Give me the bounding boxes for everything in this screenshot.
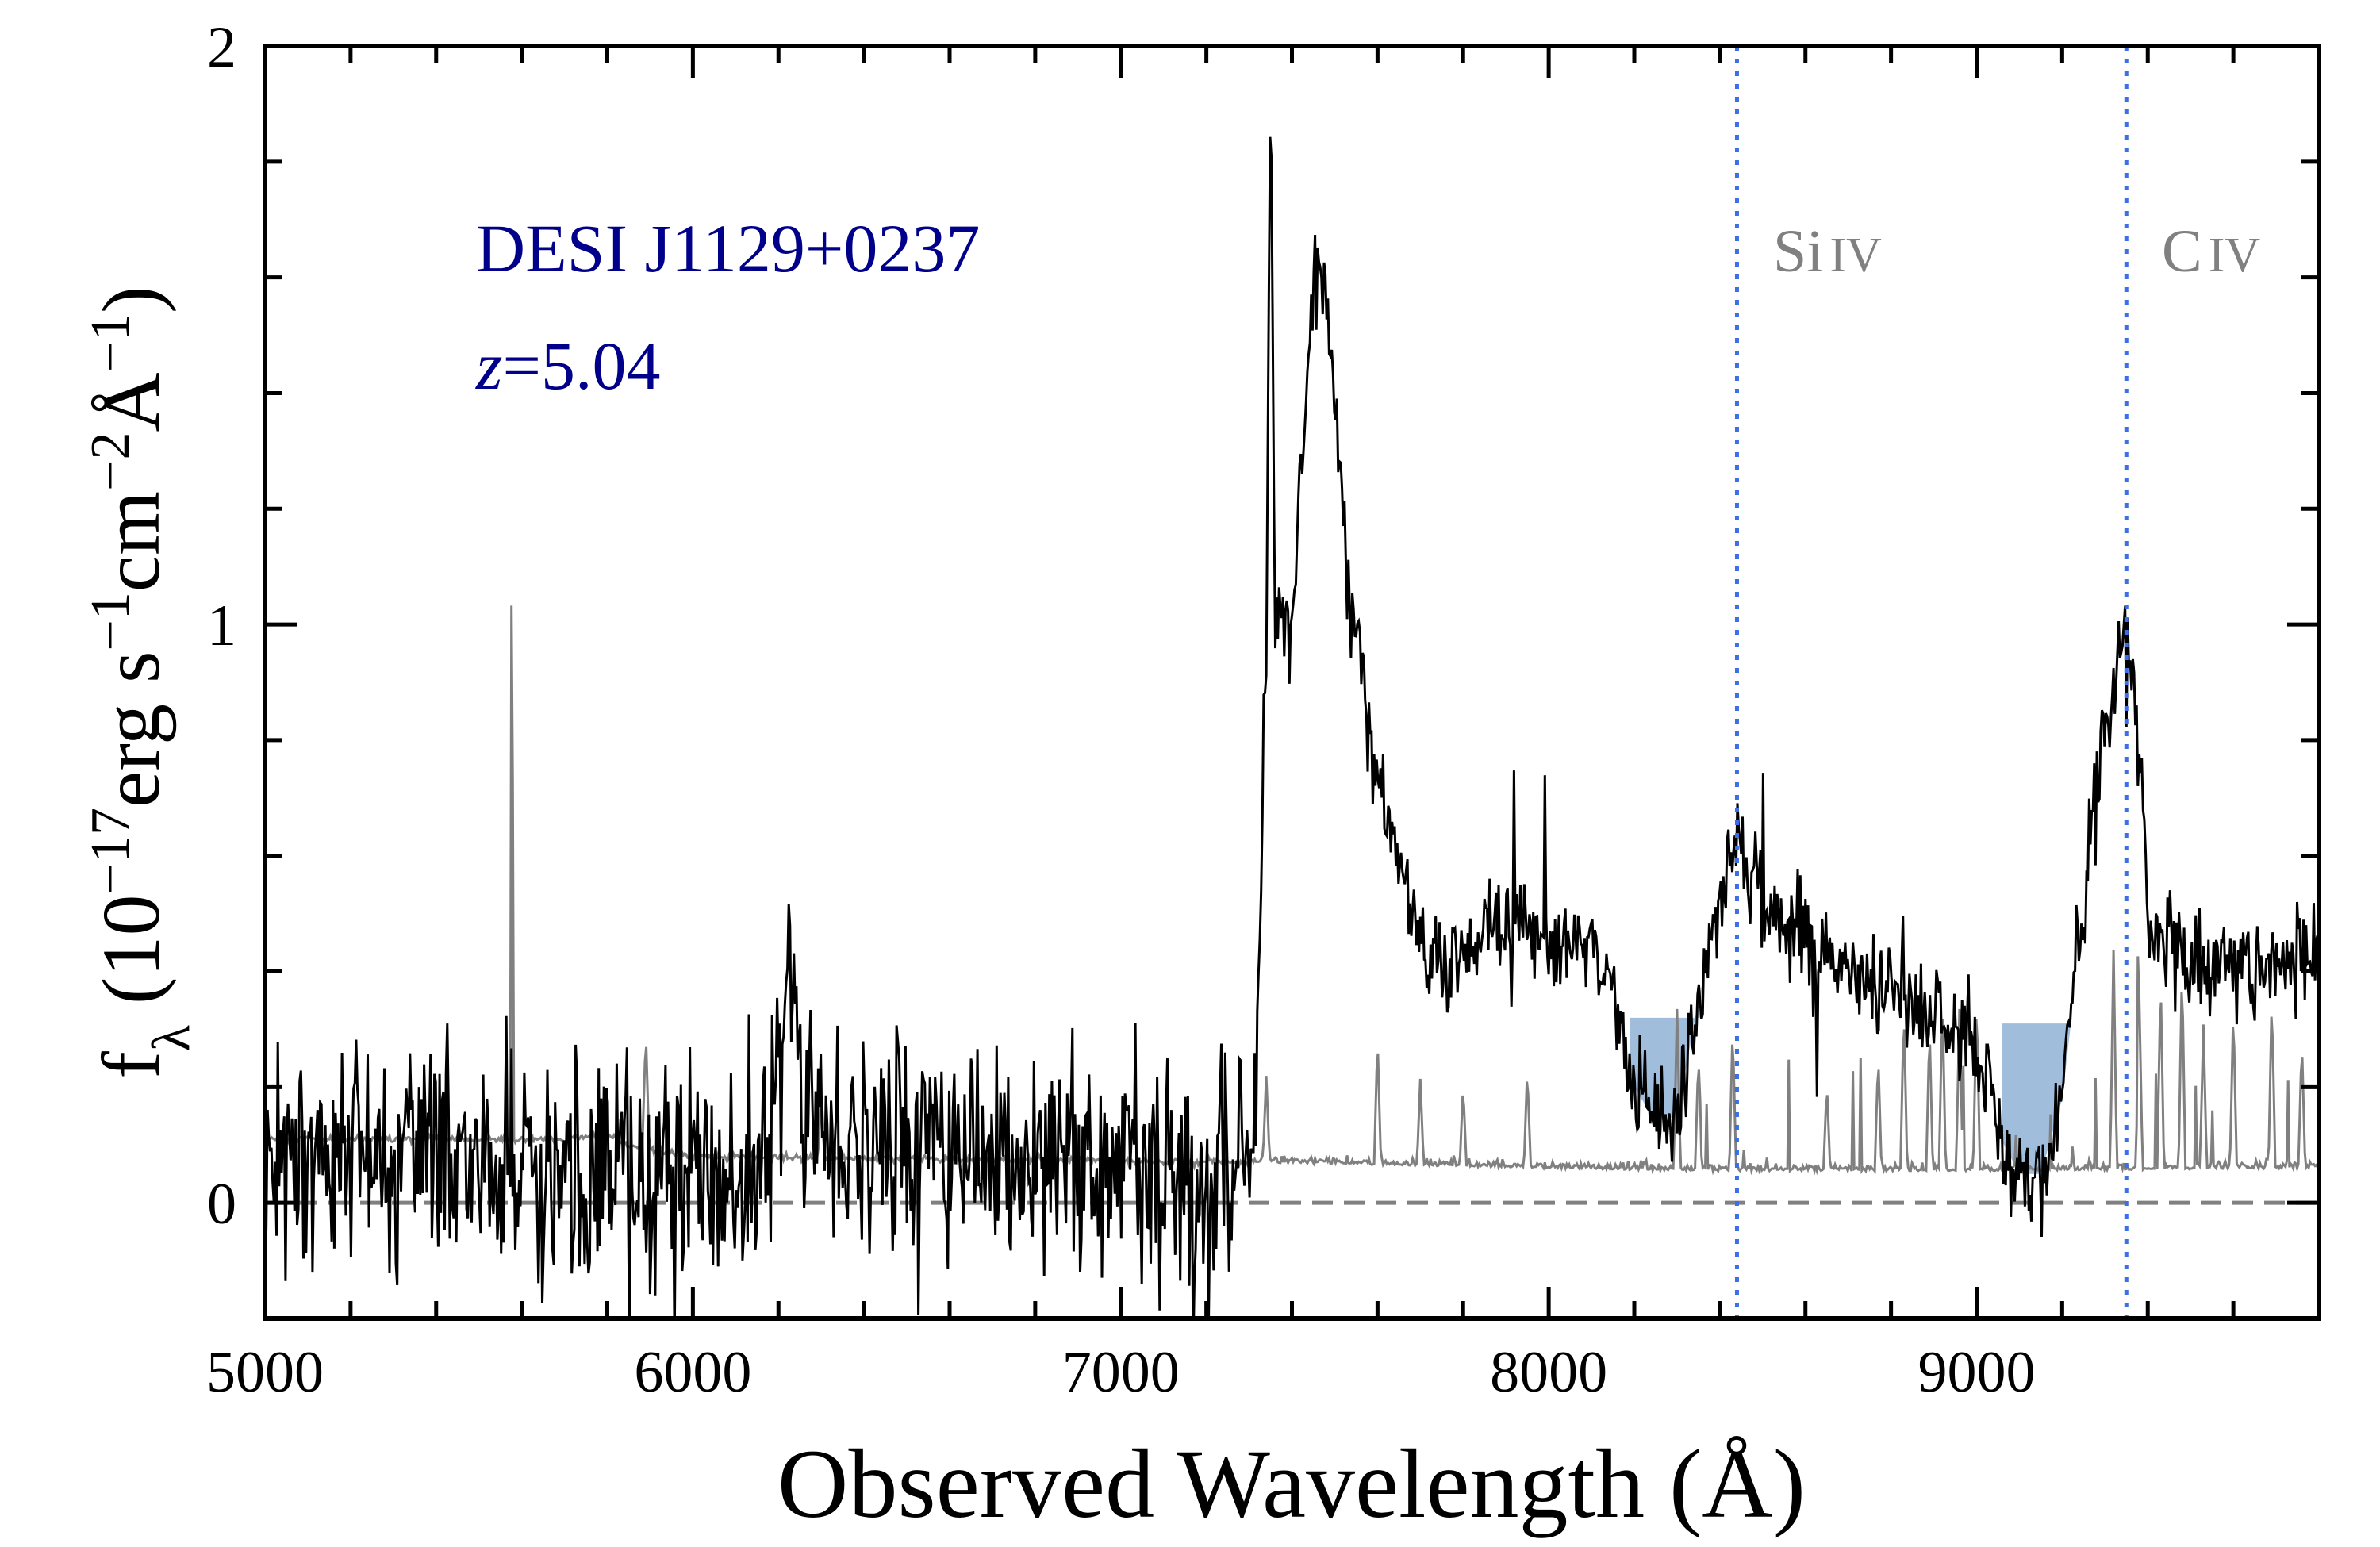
y-tick-label: 1 <box>207 593 236 658</box>
object-name-annotation: DESI J1129+0237 <box>476 210 980 286</box>
x-tick-label: 8000 <box>1490 1340 1607 1405</box>
absorption-region-2 <box>2002 1023 2071 1174</box>
axis-ticks <box>263 44 2321 1321</box>
x-axis-title: Observed Wavelength (Å) <box>777 1430 1806 1538</box>
x-tick-label: 6000 <box>634 1340 751 1405</box>
y-axis-title: fλ (10−17erg s−1cm−2Å−1) <box>80 286 202 1078</box>
civ-label: C IV <box>2162 218 2260 285</box>
siiv-label: Si IV <box>1773 218 1882 285</box>
y-tick-label: 2 <box>207 15 236 80</box>
x-tick-label: 7000 <box>1062 1340 1180 1405</box>
plot-area <box>265 46 2319 1319</box>
x-tick-label: 9000 <box>1918 1340 2036 1405</box>
y-tick-label: 0 <box>207 1172 236 1237</box>
absorption-region-1 <box>1630 981 1703 1123</box>
tick-labels: 5000 6000 7000 8000 9000 0 1 2 <box>206 15 2036 1405</box>
redshift-annotation: z=5.04 <box>475 328 660 404</box>
flux-series-line <box>265 136 2319 1319</box>
x-tick-label: 5000 <box>206 1340 324 1405</box>
